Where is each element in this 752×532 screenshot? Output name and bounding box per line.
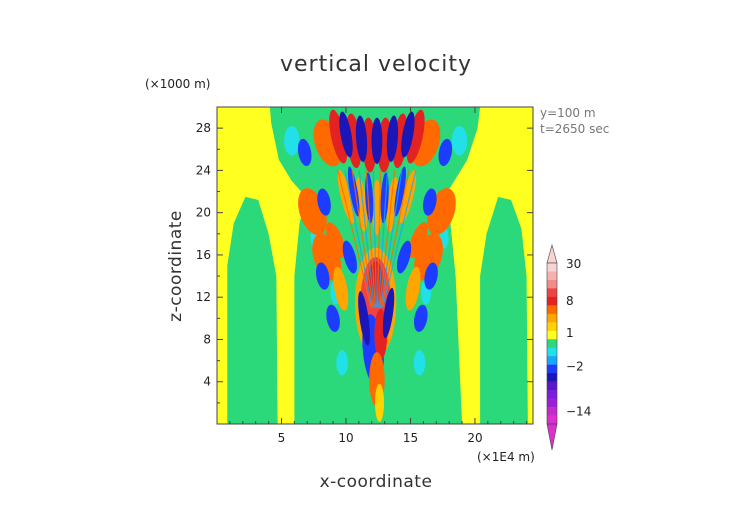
positive-cell	[375, 383, 385, 422]
x-axis-label: x-coordinate	[320, 472, 433, 492]
filament	[377, 170, 389, 308]
negative-cell	[438, 138, 453, 167]
negative-cell	[315, 262, 330, 290]
colorbar-swatch	[547, 373, 557, 382]
negative-cell	[371, 117, 383, 165]
cyan-cell	[413, 350, 426, 376]
positive-cell	[406, 109, 425, 164]
y-tick-label: 20	[196, 206, 211, 220]
filament	[337, 170, 372, 308]
filament	[379, 170, 403, 308]
y-tick-label: 12	[196, 290, 211, 304]
filament	[351, 170, 374, 308]
colorbar-swatch	[547, 347, 557, 357]
x-axis-unit: (×1E4 m)	[477, 450, 535, 464]
filament	[358, 170, 375, 308]
colorbar-label: −2	[566, 359, 584, 373]
colorbar-label: 30	[566, 257, 581, 271]
chart-title: vertical velocity	[280, 52, 472, 77]
negative-cell	[339, 111, 353, 158]
positive-cell	[329, 109, 348, 164]
x-tick-label: 15	[403, 431, 418, 445]
y-tick-label: 16	[196, 248, 211, 262]
y-tick-label: 4	[203, 375, 211, 389]
colorbar-swatch	[547, 339, 557, 349]
colorbar-swatch	[547, 381, 557, 391]
filament	[378, 170, 396, 308]
filament	[382, 170, 417, 308]
colorbar-label: −14	[566, 404, 591, 418]
x-tick-label: 20	[467, 431, 482, 445]
negative-cell	[358, 291, 370, 346]
colorbar-swatch	[547, 415, 557, 425]
positive-cell	[325, 222, 346, 258]
colorbar-min-arrow	[546, 423, 558, 451]
positive-cell	[333, 266, 349, 311]
cyan-cell	[451, 126, 468, 156]
positive-cell	[337, 170, 355, 224]
negative-cell	[423, 188, 437, 216]
filament	[372, 170, 378, 308]
negative-cell	[394, 166, 406, 217]
x-axis: 5 10 15 20	[229, 107, 528, 445]
filament	[380, 170, 410, 308]
negative-cell	[414, 304, 428, 332]
negative-cell	[326, 304, 340, 332]
colorbar-swatch	[547, 330, 557, 340]
colorbar-frame	[546, 262, 558, 425]
colorbar-swatch	[547, 263, 557, 272]
heatmap-field	[217, 107, 533, 424]
negative-cell	[317, 188, 331, 216]
colorbar-swatch	[547, 313, 557, 323]
colorbar-swatch	[547, 322, 557, 332]
colorbar-max-arrow	[546, 243, 558, 264]
colorbar-label: 8	[566, 294, 574, 308]
colorbar-swatch	[547, 407, 557, 416]
colorbar-swatch	[547, 271, 557, 281]
y-axis-unit: (×1000 m)	[145, 77, 210, 91]
colorbar-swatch	[547, 305, 557, 315]
right-lobe	[480, 196, 528, 424]
colorbar-label: 1	[566, 326, 574, 340]
y-tick-label: 8	[203, 332, 211, 346]
plot-frame	[216, 106, 534, 425]
x-tick-label: 5	[278, 431, 286, 445]
filament	[344, 170, 373, 308]
annotation-line-1: y=100 m	[540, 106, 596, 120]
colorbar-swatch	[547, 364, 557, 374]
colorbar-swatch	[547, 279, 557, 289]
filament	[365, 170, 376, 308]
y-tick-label: 28	[196, 121, 211, 135]
colorbar-swatch	[547, 356, 557, 365]
colorbar: 30 8 1 −2 −14	[546, 243, 591, 451]
positive-cell	[399, 170, 417, 224]
left-lobe	[227, 196, 278, 424]
negative-cell	[424, 262, 438, 290]
cyan-cell	[336, 350, 348, 376]
negative-cell	[347, 166, 360, 217]
colorbar-swatch	[547, 296, 557, 306]
colorbar-swatch	[547, 390, 557, 399]
negative-cell	[355, 115, 368, 162]
cyan-cell	[284, 126, 300, 156]
x-tick-label: 10	[338, 431, 353, 445]
positive-cell	[408, 222, 428, 258]
negative-cell	[297, 138, 312, 167]
annotation-line-2: t=2650 sec	[540, 122, 609, 136]
negative-cell	[401, 111, 415, 158]
colorbar-swatch	[547, 288, 557, 298]
colorbar-swatch	[547, 398, 557, 408]
negative-cell	[382, 287, 395, 339]
negative-cell	[342, 240, 357, 274]
filament	[376, 170, 382, 308]
negative-cell	[386, 115, 399, 162]
y-axis: 4 8 12 16 20 24 28	[196, 106, 533, 404]
y-tick-label: 24	[196, 163, 211, 177]
negative-cell	[396, 240, 412, 274]
y-axis-label: z-coordinate	[166, 210, 186, 322]
positive-cell	[405, 266, 421, 311]
